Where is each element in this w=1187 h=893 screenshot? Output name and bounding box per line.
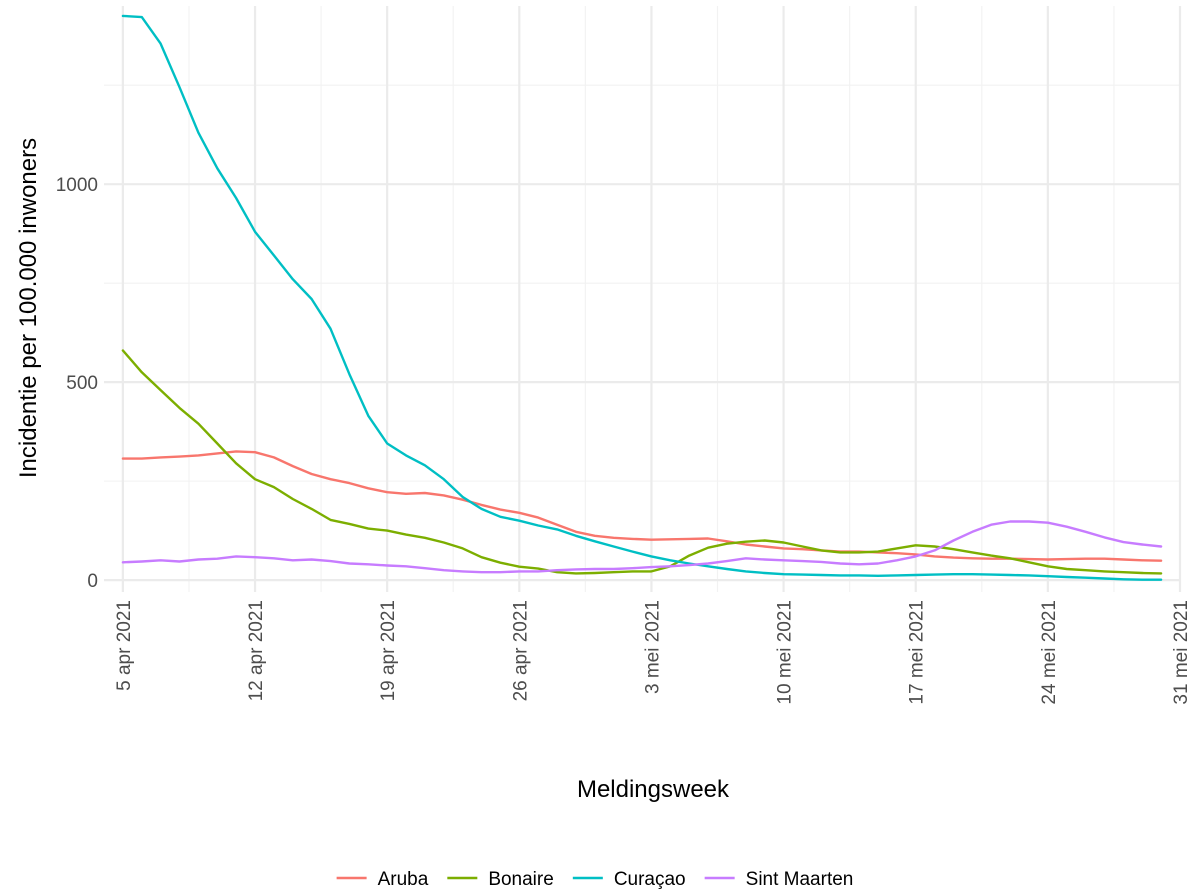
x-tick-label: 3 mei 2021 bbox=[642, 600, 663, 694]
series-line-bonaire bbox=[121, 349, 1163, 575]
y-axis-ticks: 0 500 1000 bbox=[56, 175, 98, 592]
major-gridlines bbox=[104, 6, 1182, 592]
y-tick-label: 1000 bbox=[56, 175, 98, 196]
x-tick-label: 12 apr 2021 bbox=[246, 600, 267, 701]
x-tick-label: 26 apr 2021 bbox=[510, 600, 531, 701]
legend-label: Curaçao bbox=[614, 869, 686, 890]
x-axis-ticks: 5 apr 2021 12 apr 2021 19 apr 2021 26 apr 2… bbox=[114, 600, 1187, 705]
x-axis-title: Meldingsweek bbox=[577, 776, 730, 803]
legend: Aruba Bonaire Curaçao Sint Maarten bbox=[336, 869, 854, 890]
x-tick-label: 5 apr 2021 bbox=[114, 600, 135, 691]
legend-label: Aruba bbox=[378, 869, 429, 890]
series-line-cura-ao bbox=[121, 14, 1163, 581]
series-line-sint-maarten bbox=[121, 520, 1163, 574]
y-axis-title: Incidentie per 100.000 inwoners bbox=[15, 138, 42, 478]
series-lines bbox=[121, 14, 1163, 581]
legend-label: Bonaire bbox=[488, 869, 554, 890]
x-tick-label: 19 apr 2021 bbox=[378, 600, 399, 701]
legend-label: Sint Maarten bbox=[746, 869, 854, 890]
series-line-aruba bbox=[121, 450, 1163, 562]
x-tick-label: 10 mei 2021 bbox=[775, 600, 796, 705]
minor-gridlines bbox=[104, 6, 1180, 592]
x-tick-label: 31 mei 2021 bbox=[1171, 600, 1187, 705]
x-tick-label: 24 mei 2021 bbox=[1039, 600, 1060, 705]
y-tick-label: 500 bbox=[66, 373, 98, 394]
y-tick-label: 0 bbox=[87, 571, 98, 592]
x-tick-label: 17 mei 2021 bbox=[907, 600, 928, 705]
